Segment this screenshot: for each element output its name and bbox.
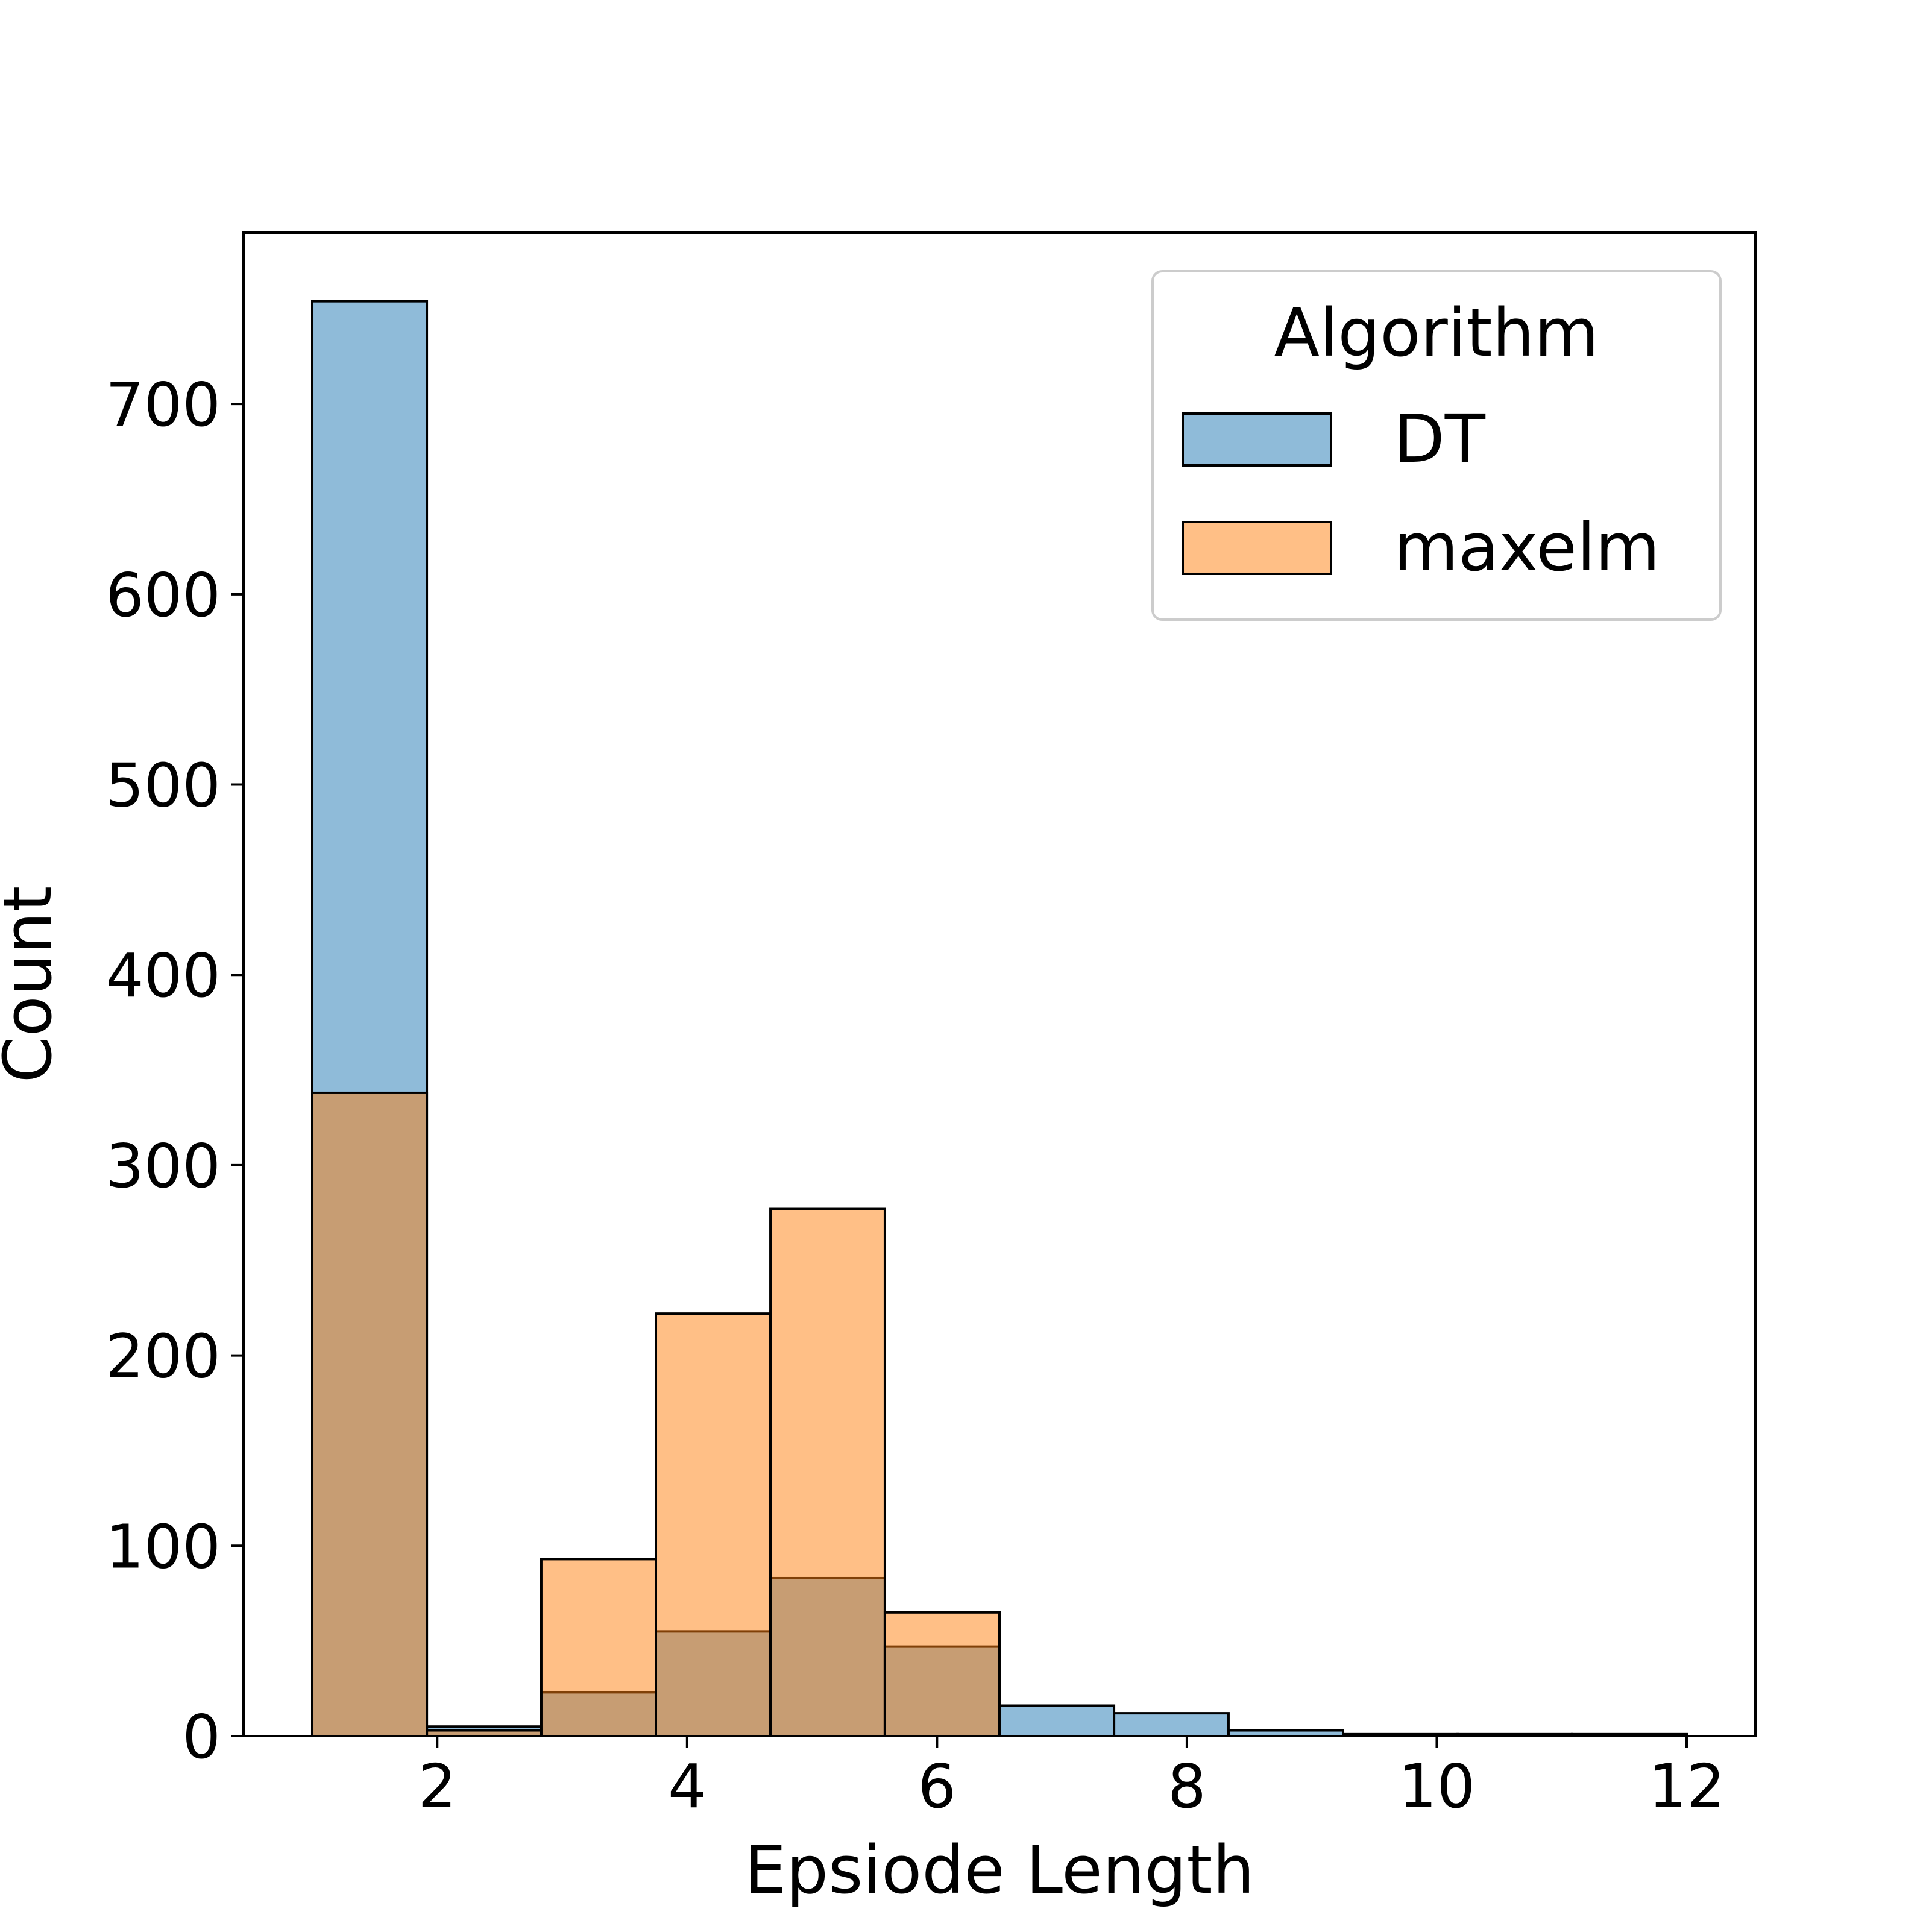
bar-DT-6 xyxy=(998,1704,1116,1737)
y-axis: 0 100 200 300 400 500 600 700 xyxy=(105,370,244,1772)
legend-label-maxelm: maxelm xyxy=(1394,509,1660,586)
x-axis: 2 4 6 8 10 12 xyxy=(418,1736,1725,1822)
bar-maxelm-3 xyxy=(655,1312,772,1738)
bar-maxelm-2 xyxy=(540,1558,657,1738)
bar-DT-7 xyxy=(1113,1712,1230,1737)
y-tick-label-200: 200 xyxy=(105,1321,221,1392)
y-tick-label-500: 500 xyxy=(105,750,221,821)
plot-frame xyxy=(242,231,1757,1737)
y-axis-label: Count xyxy=(0,886,66,1083)
legend-swatch-maxelm xyxy=(1182,521,1332,575)
legend-label-DT: DT xyxy=(1394,400,1486,477)
x-tick-label-12: 12 xyxy=(1648,1751,1725,1822)
y-tick-label-600: 600 xyxy=(105,560,221,631)
legend-items: DT maxelm xyxy=(1182,400,1660,586)
x-tick-label-4: 4 xyxy=(668,1751,706,1822)
x-tick-label-10: 10 xyxy=(1399,1751,1475,1822)
x-tick-label-8: 8 xyxy=(1168,1751,1206,1822)
legend-title: Algorithm xyxy=(1274,294,1599,371)
x-axis-label: Epsiode Length xyxy=(744,1831,1254,1908)
legend: Algorithm DT maxelm xyxy=(1151,270,1722,621)
bar-maxelm-0 xyxy=(311,1091,429,1737)
y-tick-label-0: 0 xyxy=(182,1702,221,1772)
bar-maxelm-5 xyxy=(883,1611,1001,1737)
legend-swatch-DT xyxy=(1182,412,1332,467)
x-tick-label-6: 6 xyxy=(918,1751,957,1822)
x-tick-label-2: 2 xyxy=(418,1751,456,1822)
y-tick-label-400: 400 xyxy=(105,940,221,1011)
bar-maxelm-4 xyxy=(769,1207,886,1737)
y-tick-label-700: 700 xyxy=(105,370,221,440)
bars-layer xyxy=(311,300,1688,1738)
y-tick-label-300: 300 xyxy=(105,1131,221,1201)
y-tick-label-100: 100 xyxy=(105,1511,221,1582)
